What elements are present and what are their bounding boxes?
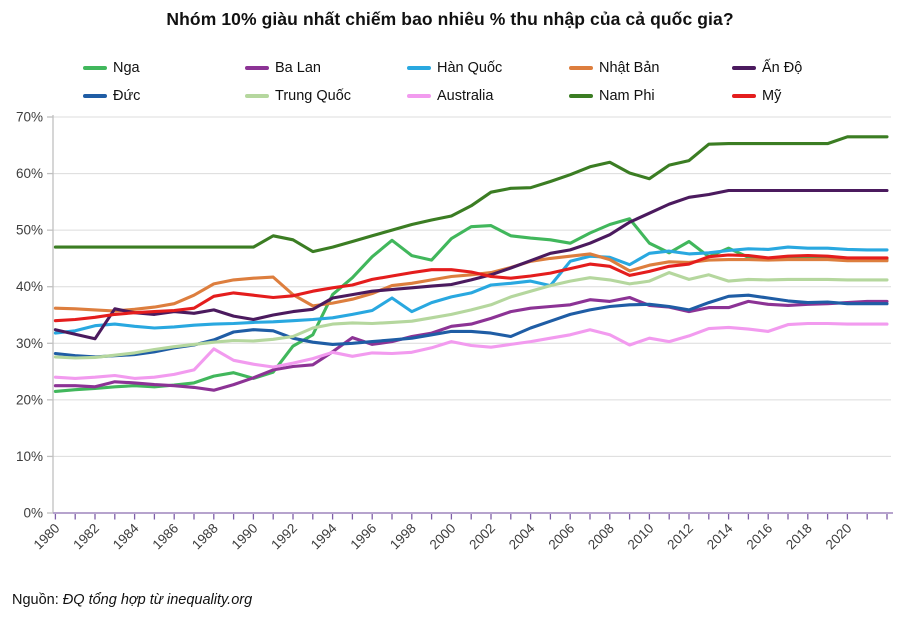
legend-label-duc: Đức [113,88,141,104]
y-tick-label: 0% [23,506,43,521]
x-tick-label: 1982 [70,521,102,553]
legend-label-australia: Australia [437,88,494,104]
x-tick-label: 2016 [743,521,775,553]
source-note: Nguồn: ĐQ tổng hợp từ inequality.org [12,592,252,608]
x-tick-label: 2020 [823,521,855,553]
gridlines [53,116,891,457]
y-tick-label: 20% [16,392,43,407]
legend-item-my: Mỹ [732,88,781,104]
y-tick-label: 50% [16,223,43,238]
legend-label-nam-phi: Nam Phi [599,88,655,104]
x-tick-label: 2002 [466,521,498,553]
series-line-my [53,253,889,323]
x-tick-label: 1990 [229,521,261,553]
legend-swatch-ba-lan [245,66,269,70]
legend-item-han-quoc: Hàn Quốc [407,60,502,76]
x-tick-label: 2000 [427,521,459,553]
legend-label-an-do: Ấn Độ [762,60,803,76]
legend-swatch-my [732,94,756,98]
legend-label-han-quoc: Hàn Quốc [437,60,503,76]
series-line-nga [53,217,889,393]
legend-label-nga: Nga [113,60,140,76]
source-prefix: Nguồn: [12,592,63,608]
y-tick-label: 30% [16,336,43,351]
legend-item-nam-phi: Nam Phi [569,88,655,104]
x-axis: 1980 1982 1984 1986 1988 1990 1992 1994 1996 1998… [31,512,893,553]
legend-item-nga: Nga [83,60,140,76]
x-tick-label: 1992 [268,521,300,553]
series-line-ba-lan [53,295,889,392]
x-tick-label: 1986 [149,521,181,553]
x-tick-label: 1998 [387,521,419,553]
series-line-nhat-ban [53,252,889,313]
legend-swatch-trung-quoc [245,94,269,98]
series-line-an-do [53,188,889,341]
series-line-nam-phi [53,135,889,254]
y-tick-label: 40% [16,279,43,294]
legend-swatch-nhat-ban [569,66,593,70]
x-tick-label: 1996 [347,521,379,553]
legend-swatch-han-quoc [407,66,431,70]
x-tick-label: 2010 [625,521,657,553]
legend-swatch-nam-phi [569,94,593,98]
series-line-han-quoc [53,245,889,335]
y-tick-label: 60% [16,166,43,181]
legend-swatch-australia [407,94,431,98]
x-tick-label: 1994 [308,520,340,552]
legend-label-nhat-ban: Nhật Bản [599,60,660,76]
legend-item-nhat-ban: Nhật Bản [569,60,659,76]
legend-swatch-nga [83,66,107,70]
legend-label-my: Mỹ [762,88,782,104]
x-tick-label: 2006 [545,521,577,553]
series-line-australia [53,321,889,380]
y-tick-label: 70% [16,110,43,125]
x-tick-label: 1988 [189,521,221,553]
legend-swatch-duc [83,94,107,98]
legend-item-trung-quoc: Trung Quốc [245,88,351,104]
x-tick-label: 2012 [664,521,696,553]
legend-swatch-an-do [732,66,756,70]
chart-title: Nhóm 10% giàu nhất chiếm bao nhiêu % thu… [166,9,734,29]
chart-legend: Nga Ba Lan Hàn Quốc Nhật Bản Ấn Độ Đức Trung Q… [0,0,900,110]
legend-item-ba-lan: Ba Lan [245,60,321,76]
x-tick-label: 2014 [704,520,736,552]
x-tick-label: 2008 [585,521,617,553]
legend-item-duc: Đức [83,88,140,104]
x-tick-label: 1980 [31,521,63,553]
x-tick-label: 2004 [506,520,538,552]
series-lines [53,135,889,393]
legend-label-ba-lan: Ba Lan [275,60,321,76]
legend-label-trung-quoc: Trung Quốc [275,88,352,104]
x-tick-label: 1984 [110,520,142,552]
legend-item-an-do: Ấn Độ [732,60,802,76]
legend-item-australia: Australia [407,88,493,104]
source-text: ĐQ tổng hợp từ inequality.org [62,592,253,608]
series-line-trung-quoc [53,271,889,360]
y-tick-label: 10% [16,449,43,464]
x-tick-label: 2018 [783,521,815,553]
y-axis: 0% 10% 20% 30% 40% 50% 60% 70% [16,110,54,521]
